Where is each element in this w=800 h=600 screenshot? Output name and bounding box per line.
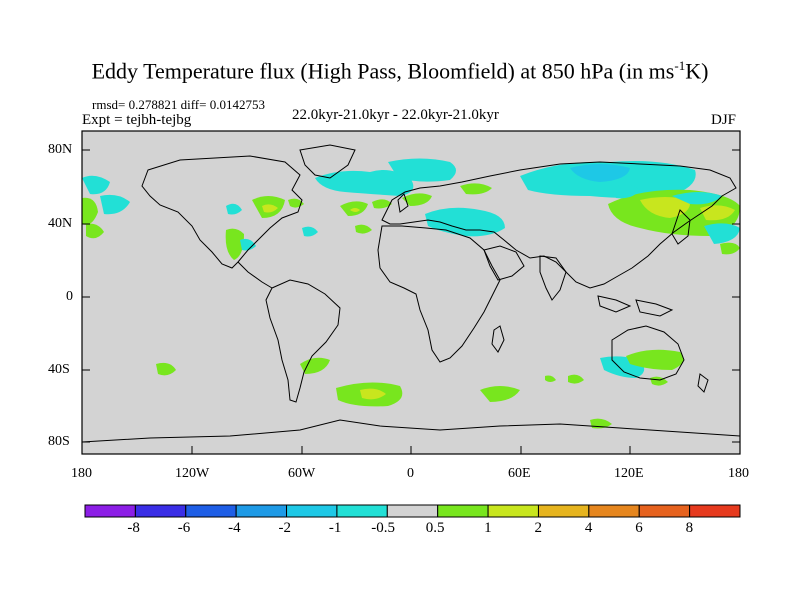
lon-label-60e: 60E [508,466,531,481]
patch-neg [82,175,110,195]
patch-pos [402,193,432,206]
japan-outline [671,209,691,245]
lon-label-60w: 60W [288,466,316,481]
colorbar-label: -0.5 [371,520,396,536]
experiment-label: Expt = tejbh-tejbg [82,112,192,128]
lon-label-0: 0 [407,466,414,481]
colorbar-label: -2 [278,520,292,536]
colorbar-label: -1 [328,520,342,536]
patch-pos2 [262,204,278,213]
new-zealand-outline [697,373,709,393]
new-guinea-outline [635,299,674,317]
colorbar-swatch [286,504,338,518]
patch-neg [704,223,740,244]
south-america-outline [265,279,341,403]
stats-text: rmsd= 0.278821 diff= 0.0142753 [92,97,265,112]
anomaly-patches [82,158,740,429]
india-outline [539,255,567,301]
plot-title: Eddy Temperature flux (High Pass, Bloomf… [91,58,709,84]
colorbar-label: -6 [177,520,191,536]
patch-neg [240,238,256,251]
indonesia-outline [597,295,632,313]
colorbar-swatch [336,504,388,518]
central-america-outline [237,261,273,289]
patch-neg [226,203,242,215]
lat-ticks [82,149,740,443]
colorbar-swatch [386,504,439,518]
patch-pos [372,199,392,209]
colorbar-swatch [235,504,288,518]
colorbar-swatch [134,504,187,518]
lat-label-40n: 40N [48,216,73,231]
lat-label-0: 0 [66,289,73,304]
patch-pos [568,374,584,384]
colorbar [84,504,741,518]
patch-neg [302,226,318,237]
colorbar-label: 1 [484,520,492,536]
colorbar-swatch [84,504,136,518]
lat-label-80n: 80N [48,142,73,157]
colorbar-label: 6 [635,520,643,536]
australia-outline [611,325,685,381]
patch-pos [86,223,104,239]
lon-label-180e: 180 [728,466,749,481]
lat-label-40s: 40S [48,362,70,377]
lon-label-120w: 120W [175,466,210,481]
patch-pos2 [360,388,386,400]
patch-pos [480,386,520,402]
patch-pos [300,357,330,374]
north-america-outline [141,155,303,269]
africa-outline [377,225,501,363]
colorbar-swatch [487,504,539,518]
patch-pos [225,228,244,260]
lon-ticks [81,446,741,454]
colorbar-label: -4 [228,520,241,536]
patch-neg [425,207,505,237]
patch-neg [672,192,722,205]
madagascar-outline [491,325,505,353]
patch-neg [315,170,414,196]
patch-pos2 [640,197,691,218]
colorbar-swatch [185,504,237,518]
patch-neg [100,194,130,215]
season-label: DJF [711,112,737,128]
uk-outline [397,193,409,213]
patch-pos [626,349,684,370]
patch-pos [82,197,98,225]
greenland-outline [299,144,356,179]
patch-pos [355,224,372,234]
colorbar-swatch [588,504,640,518]
patch-neg2 [570,164,630,182]
lat-label-80s: 80S [48,434,70,449]
colorbar-swatch [638,504,691,518]
patch-pos [545,375,556,382]
lon-label-180w: 180 [71,466,92,481]
patch-pos [156,362,176,376]
colorbar-label: 8 [685,520,694,536]
eurasia-outline [381,161,737,289]
patch-neg [612,184,640,199]
arabia-outline [483,245,525,281]
colorbar-label: 2 [534,520,542,536]
patch-neg [388,158,456,182]
patch-pos [720,242,740,255]
lon-label-120e: 120E [614,466,644,481]
colorbar-label: 4 [584,520,593,536]
colorbar-swatch [537,504,590,518]
period-label: 22.0kyr-21.0kyr - 22.0kyr-21.0kyr [292,107,499,123]
patch-pos2 [350,208,360,212]
antarctica-outline [81,419,741,443]
patch-pos [460,183,492,195]
coastlines [81,144,741,443]
colorbar-swatch [689,504,741,518]
colorbar-swatch [437,504,489,518]
colorbar-label: 0.5 [425,520,445,536]
colorbar-label: -8 [127,520,140,536]
patch-pos2 [700,205,735,221]
